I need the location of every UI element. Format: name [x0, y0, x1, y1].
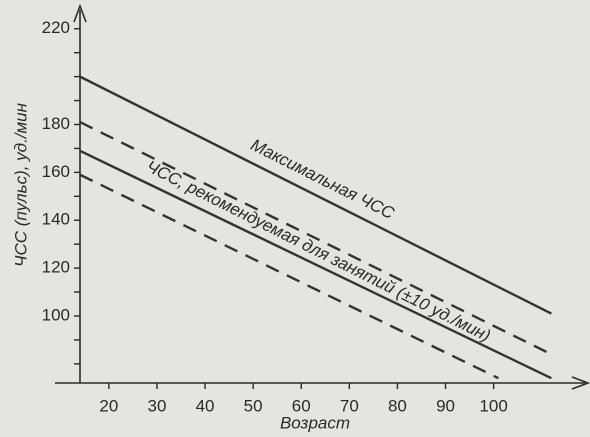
x-tick-label: 30	[147, 396, 166, 415]
y-tick-label: 220	[42, 18, 70, 37]
y-axis-label: ЧСС (пульс), уд./мин	[11, 102, 30, 267]
y-tick-label: 160	[42, 162, 70, 181]
x-axis-arrow	[571, 376, 590, 390]
x-tick-label: 80	[388, 396, 407, 415]
data-line	[79, 121, 552, 356]
y-axis-arrow	[73, 3, 87, 23]
x-tick-label: 60	[292, 396, 311, 415]
x-axis-label: Возраст	[280, 413, 350, 432]
y-tick-label: 140	[42, 210, 70, 229]
x-tick-label: 40	[196, 396, 215, 415]
x-tick-label: 70	[340, 396, 359, 415]
x-tick-label: 100	[479, 396, 507, 415]
y-tick-label: 180	[42, 114, 70, 133]
y-tick-label: 120	[42, 258, 70, 277]
x-tick-label: 20	[99, 396, 118, 415]
data-line	[79, 75, 552, 315]
x-tick-label: 90	[436, 396, 455, 415]
y-tick-label: 100	[42, 305, 70, 324]
x-tick-label: 50	[244, 396, 263, 415]
data-line	[79, 149, 552, 380]
data-line	[79, 173, 499, 380]
